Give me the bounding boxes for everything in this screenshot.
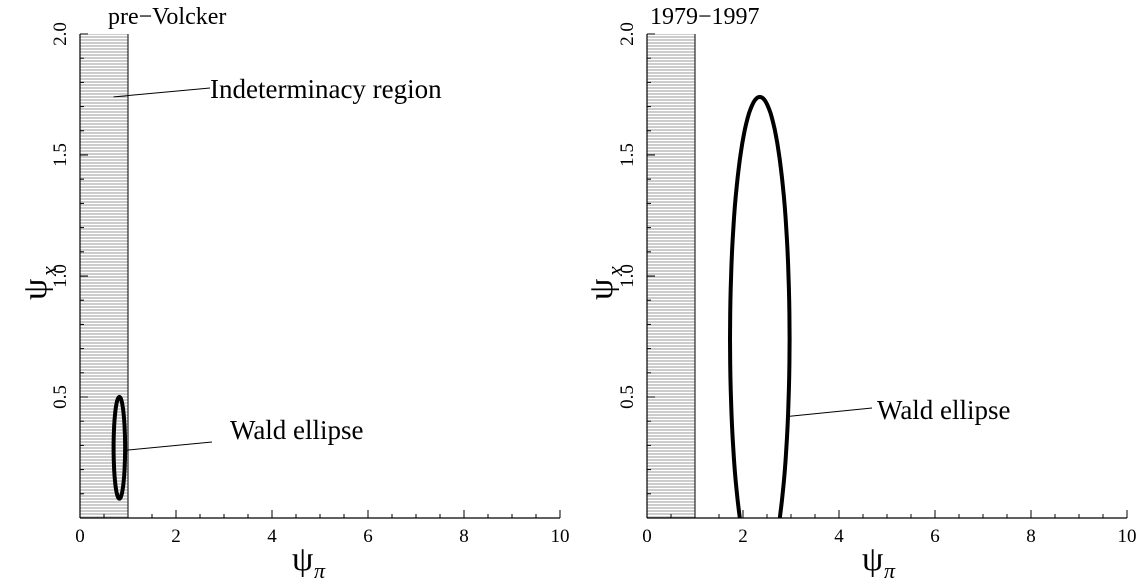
y-axis-label: ψ x bbox=[17, 266, 61, 300]
chart-title: 1979−1997 bbox=[650, 4, 760, 30]
annotation-leader-indeterminacy bbox=[113, 87, 211, 98]
annotation-wald-ellipse: Wald ellipse bbox=[230, 415, 364, 445]
y-ticks: 0.5 1.0 1.5 2.0 bbox=[617, 22, 655, 495]
svg-text:ψ: ψ bbox=[292, 541, 313, 578]
svg-text:π: π bbox=[884, 558, 896, 583]
x-tick-label: 8 bbox=[1026, 526, 1036, 547]
y-tick-label: 1.5 bbox=[50, 143, 71, 167]
x-tick-label: 2 bbox=[171, 526, 181, 547]
x-tick-label: 2 bbox=[738, 526, 748, 547]
annotation-leader-wald bbox=[788, 407, 873, 417]
x-tick-label: 4 bbox=[267, 526, 277, 547]
y-ticks: 0.5 1.0 1.5 2.0 bbox=[50, 22, 88, 495]
y-tick-label: 2.0 bbox=[617, 22, 638, 46]
chart-title: pre−Volcker bbox=[108, 4, 226, 30]
x-tick-label: 8 bbox=[459, 526, 469, 547]
x-tick-label: 0 bbox=[642, 526, 652, 547]
annotation-wald-ellipse: Wald ellipse bbox=[877, 395, 1011, 425]
wald-ellipse bbox=[111, 394, 128, 501]
x-tick-label: 6 bbox=[363, 526, 373, 547]
x-axis-label: ψ π bbox=[292, 541, 326, 583]
svg-text:x: x bbox=[602, 266, 627, 277]
y-tick-label: 1.0 bbox=[617, 264, 638, 288]
x-axis-label: ψ π bbox=[862, 541, 896, 583]
svg-text:ψ: ψ bbox=[862, 541, 883, 578]
x-ticks: 0 2 4 6 8 10 bbox=[75, 510, 570, 547]
chart-panel-1979-1997: 0 2 4 6 8 10 0.5 1.0 1.5 2.0 1979−1997 Wald elli… bbox=[583, 4, 1137, 583]
x-tick-label: 10 bbox=[551, 526, 570, 547]
wald-ellipse bbox=[727, 94, 792, 518]
x-tick-label: 10 bbox=[1118, 526, 1137, 547]
y-tick-label: 1.0 bbox=[50, 264, 71, 288]
x-tick-label: 6 bbox=[930, 526, 940, 547]
x-tick-label: 4 bbox=[834, 526, 844, 547]
x-ticks: 0 2 4 6 8 10 bbox=[642, 510, 1137, 547]
chart-panel-pre-volcker: 0 2 4 6 8 10 0.5 1.0 1.5 2.0 pre−Volcker Indeter… bbox=[17, 4, 570, 583]
y-tick-label: 0.5 bbox=[617, 385, 638, 409]
y-tick-label: 0.5 bbox=[50, 385, 71, 409]
svg-text:x: x bbox=[36, 266, 61, 277]
svg-text:π: π bbox=[314, 558, 326, 583]
y-tick-label: 2.0 bbox=[50, 22, 71, 46]
svg-text:ψ: ψ bbox=[17, 279, 54, 300]
x-tick-label: 0 bbox=[75, 526, 85, 547]
annotation-leader-wald bbox=[125, 441, 213, 451]
svg-text:ψ: ψ bbox=[583, 279, 620, 300]
annotation-indeterminacy-region: Indeterminacy region bbox=[210, 74, 442, 104]
y-axis-label: ψ x bbox=[583, 266, 627, 300]
y-tick-label: 1.5 bbox=[617, 143, 638, 167]
